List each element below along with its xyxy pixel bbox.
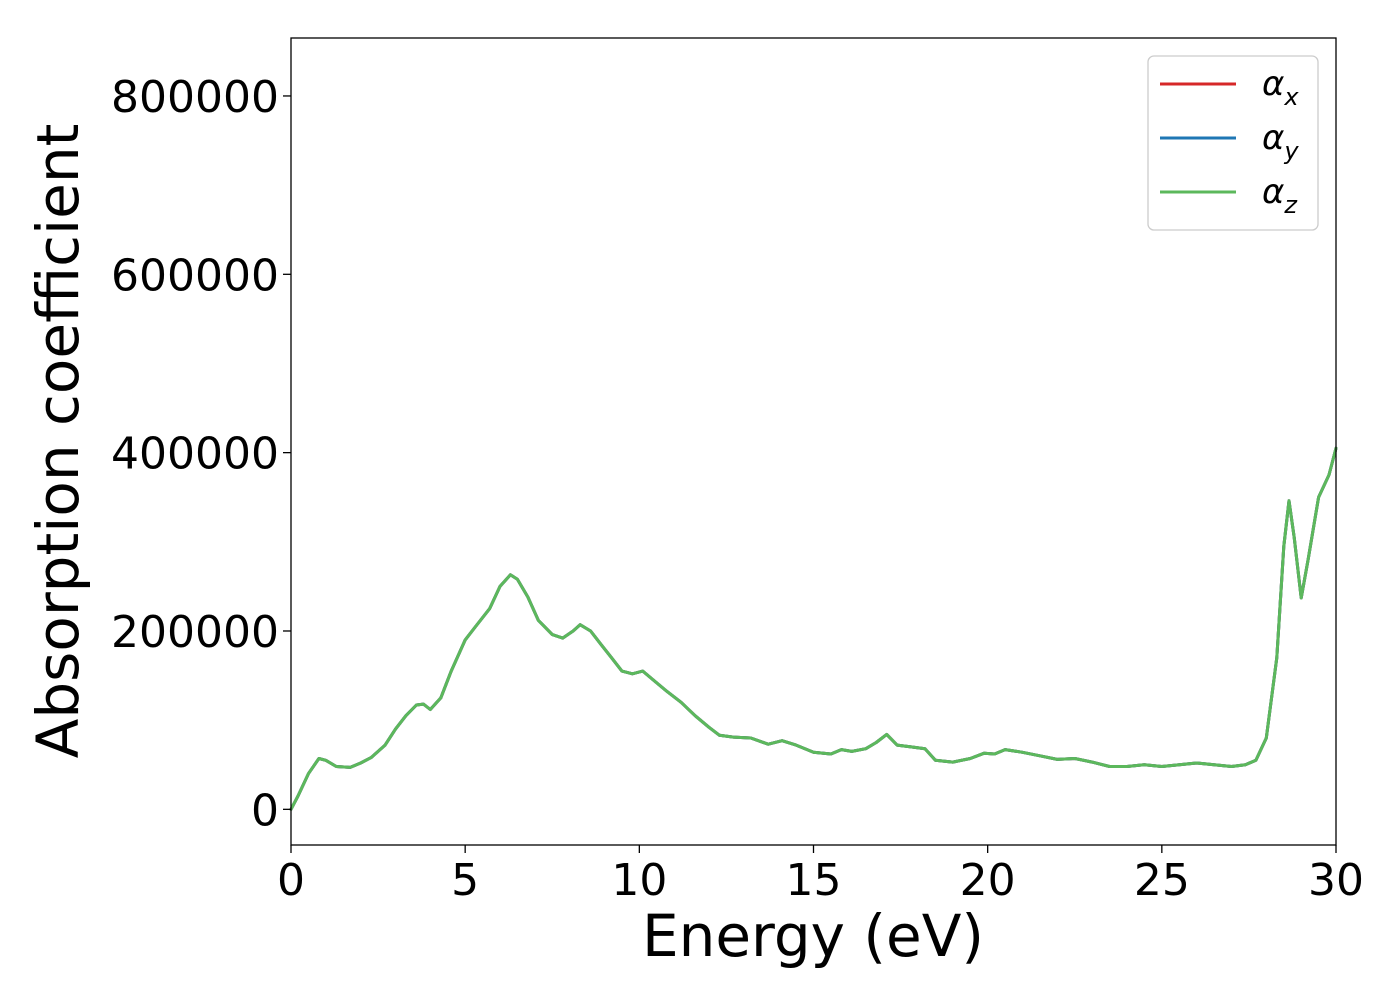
series-layer <box>289 446 1338 811</box>
y-tick-label: 0 <box>251 785 279 836</box>
x-tick-label: 20 <box>960 855 1016 906</box>
x-tick-label: 30 <box>1308 855 1364 906</box>
series-line-z <box>289 446 1338 811</box>
y-tick-label: 800000 <box>111 72 279 123</box>
y-ticks: 0 200000 400000 600000 800000 <box>111 72 291 836</box>
y-tick-label: 400000 <box>111 429 279 480</box>
legend-label-z: αz <box>1262 172 1298 219</box>
y-axis-label: Absorption coefficient <box>24 124 92 759</box>
y-tick-label: 200000 <box>111 607 279 658</box>
series-line-x <box>289 446 1338 811</box>
x-tick-label: 10 <box>611 855 667 906</box>
x-tick-label: 0 <box>277 855 305 906</box>
x-ticks: 0 5 10 15 20 25 30 <box>277 845 1364 906</box>
x-axis-label: Energy (eV) <box>642 902 984 970</box>
legend: αx αy αz <box>1147 55 1319 231</box>
x-tick-label: 15 <box>786 855 842 906</box>
legend-label-x: αx <box>1262 64 1299 111</box>
series-line-y <box>289 446 1338 811</box>
x-tick-label: 5 <box>451 855 479 906</box>
y-tick-label: 600000 <box>111 250 279 301</box>
x-tick-label: 25 <box>1134 855 1190 906</box>
legend-box <box>1147 55 1319 231</box>
legend-label-y: αy <box>1262 118 1299 165</box>
